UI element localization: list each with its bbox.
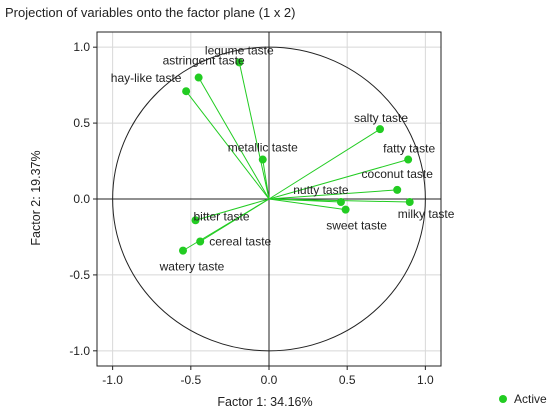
data-point xyxy=(194,73,203,82)
vector-line xyxy=(268,128,381,200)
data-point xyxy=(196,237,205,246)
x-axis-label: Factor 1: 34.16% xyxy=(217,395,312,409)
legend: Active xyxy=(499,392,547,406)
y-tick-label: -1.0 xyxy=(69,344,90,358)
vector-line xyxy=(268,159,409,200)
x-tick-label: 1.0 xyxy=(417,373,434,387)
data-point xyxy=(393,185,402,194)
data-point xyxy=(179,246,187,255)
point-label: milky taste xyxy=(398,207,455,221)
data-point xyxy=(404,155,413,164)
ticks: -1.0 -0.5 0.0 0.5 1.0 -1.0 -0.5 0.0 0.5 1.0 xyxy=(69,40,434,387)
data-point xyxy=(258,155,267,164)
y-axis-label: Factor 2: 19.37% xyxy=(29,150,43,245)
x-tick-label: 0.0 xyxy=(261,373,278,387)
vector-line xyxy=(238,62,270,200)
y-tick-label: 0.0 xyxy=(73,192,90,206)
point-label: hay-like taste xyxy=(111,71,182,85)
data-point xyxy=(376,125,385,134)
vector-line xyxy=(268,198,346,211)
vectors xyxy=(182,62,410,252)
x-tick-label: -0.5 xyxy=(180,373,201,387)
legend-label: Active xyxy=(514,392,547,406)
x-tick-label: -1.0 xyxy=(102,373,123,387)
point-label: fatty taste xyxy=(383,142,435,156)
y-tick-label: -0.5 xyxy=(69,268,90,282)
point-label: sweet taste xyxy=(326,219,387,233)
legend-marker xyxy=(499,395,507,403)
vector-line xyxy=(195,198,270,221)
vector-line xyxy=(262,159,270,200)
point-label: cereal taste xyxy=(209,235,271,249)
point-label: metallic taste xyxy=(228,141,298,155)
vector-line xyxy=(185,90,270,200)
vector-line xyxy=(198,77,270,200)
data-point xyxy=(182,87,191,96)
point-label: nutty taste xyxy=(293,183,349,197)
data-point xyxy=(235,58,244,67)
point-label: coconut taste xyxy=(362,167,434,181)
data-point xyxy=(341,205,350,214)
chart-title: Projection of variables onto the factor … xyxy=(5,5,296,20)
point-label: watery taste xyxy=(159,260,225,274)
y-tick-label: 1.0 xyxy=(73,40,90,54)
point-label: salty taste xyxy=(354,111,408,125)
y-tick-label: 0.5 xyxy=(73,116,90,130)
x-tick-label: 0.5 xyxy=(339,373,356,387)
points xyxy=(179,58,414,255)
data-point xyxy=(405,198,414,207)
vector-line xyxy=(268,189,398,200)
point-label: legume taste xyxy=(205,43,274,57)
data-point xyxy=(191,216,200,225)
point-label: astringent taste xyxy=(163,54,245,68)
point-label: bitter taste xyxy=(193,209,249,223)
data-point xyxy=(336,198,345,207)
